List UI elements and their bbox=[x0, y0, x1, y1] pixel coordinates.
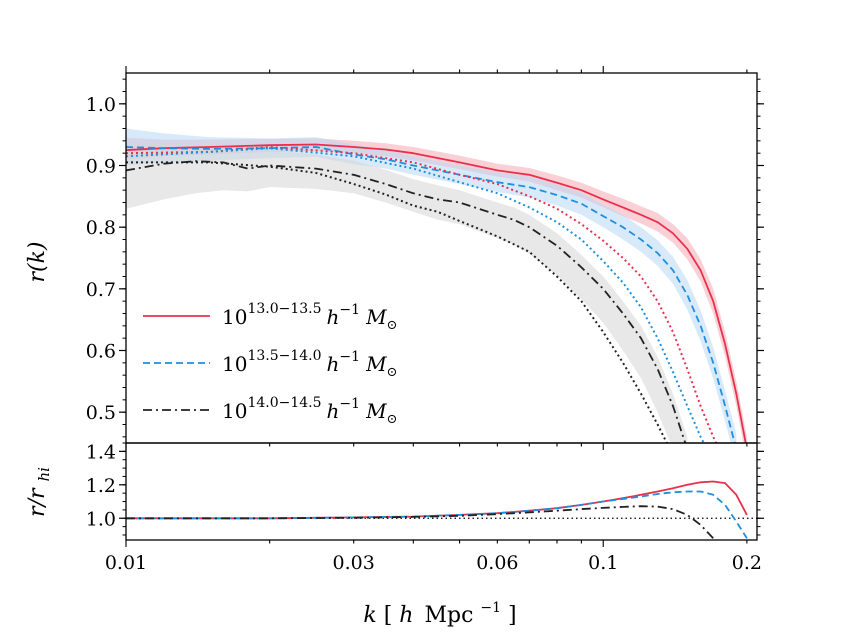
x-axis-title-h: h bbox=[399, 603, 413, 628]
frame-bottom bbox=[125, 442, 758, 541]
x-tick-label: 0.06 bbox=[476, 552, 518, 574]
x-tick-label: 0.03 bbox=[333, 552, 375, 574]
legend-label-part: 13.5−14.0 bbox=[247, 348, 321, 364]
top-band-1 bbox=[126, 128, 737, 443]
legend-label-part: 10 bbox=[222, 399, 247, 423]
y-tick-label-bottom: 1.4 bbox=[86, 441, 116, 463]
legend-label-part: ⊙ bbox=[387, 412, 398, 427]
top-series-0-line bbox=[126, 143, 747, 443]
legend-label-part: −1 bbox=[339, 396, 360, 412]
bottom-panel: 1.0 1.2 1.4 0.01 0.03 0.06 0.1 0.2 bbox=[86, 441, 764, 574]
x-axis-title-k: k bbox=[363, 603, 376, 628]
top-series-4-line bbox=[126, 147, 705, 443]
x-tick-label: 0.1 bbox=[588, 552, 618, 574]
y-axis-title-top: r(k) bbox=[25, 241, 50, 282]
y-axis-title-bottom-base: r/r bbox=[25, 487, 50, 517]
bottom-series-2-line bbox=[126, 505, 714, 539]
legend-label-2: 1014.0−14.5 h−1 M⊙ bbox=[222, 395, 397, 427]
bottom-series-0-line bbox=[126, 480, 748, 520]
x-tick-label: 0.2 bbox=[732, 552, 762, 574]
y-tick-label-top: 0.6 bbox=[86, 341, 116, 363]
legend: 1013.0−13.5 h−1 M⊙1013.5−14.0 h−1 M⊙1014.0−1… bbox=[143, 301, 397, 427]
y-tick-label-bottom: 1.0 bbox=[86, 508, 116, 530]
plot-area-top bbox=[126, 128, 747, 443]
top-series-2-line bbox=[126, 160, 687, 443]
top-panel: 0.5 0.6 0.7 0.8 0.9 1.0 bbox=[86, 66, 764, 450]
bottom-series-1-line bbox=[126, 490, 748, 539]
legend-label-part: M bbox=[365, 399, 387, 423]
legend-label-part: 14.0−14.5 bbox=[247, 395, 321, 411]
x-axis-title: k [ h Mpc −1 ] bbox=[363, 593, 516, 628]
y-tick-label-top: 0.5 bbox=[86, 402, 116, 424]
legend-label-part: ⊙ bbox=[387, 365, 398, 380]
x-axis-title-exp: −1 bbox=[480, 600, 501, 616]
x-axis-title-bracket-close: ] bbox=[508, 603, 517, 628]
y-tick-label-top: 0.8 bbox=[86, 217, 116, 239]
y-axis-title-top-text: r(k) bbox=[25, 241, 50, 282]
legend-label-part: M bbox=[365, 352, 387, 376]
x-tick-label: 0.01 bbox=[105, 552, 147, 574]
legend-label-part: h bbox=[327, 399, 340, 423]
legend-label-part: 10 bbox=[222, 305, 247, 329]
plot-area-bottom bbox=[126, 480, 757, 539]
legend-label-part: h bbox=[327, 352, 340, 376]
legend-label-0: 1013.0−13.5 h−1 M⊙ bbox=[222, 301, 397, 333]
y-tick-label-top: 1.0 bbox=[86, 94, 116, 116]
x-axis-title-unit: Mpc bbox=[424, 603, 473, 628]
legend-label-part: M bbox=[365, 305, 387, 329]
legend-label-1: 1013.5−14.0 h−1 M⊙ bbox=[222, 348, 397, 380]
legend-label-part: 10 bbox=[222, 352, 247, 376]
y-tick-label-bottom: 1.2 bbox=[86, 475, 116, 497]
x-axis-title-bracket-open: [ bbox=[384, 603, 393, 628]
top-series-1-line bbox=[126, 146, 736, 443]
y-axis-title-bottom: r/r hi bbox=[25, 467, 53, 517]
legend-label-part: −1 bbox=[339, 349, 360, 365]
legend-label-part: ⊙ bbox=[387, 318, 398, 333]
y-tick-label-top: 0.9 bbox=[86, 156, 116, 178]
y-tick-label-top: 0.7 bbox=[86, 279, 116, 301]
y-axis-title-bottom-sub: hi bbox=[35, 467, 53, 482]
legend-label-part: −1 bbox=[339, 302, 360, 318]
legend-label-part: 13.0−13.5 bbox=[247, 301, 321, 317]
legend-label-part: h bbox=[327, 305, 340, 329]
